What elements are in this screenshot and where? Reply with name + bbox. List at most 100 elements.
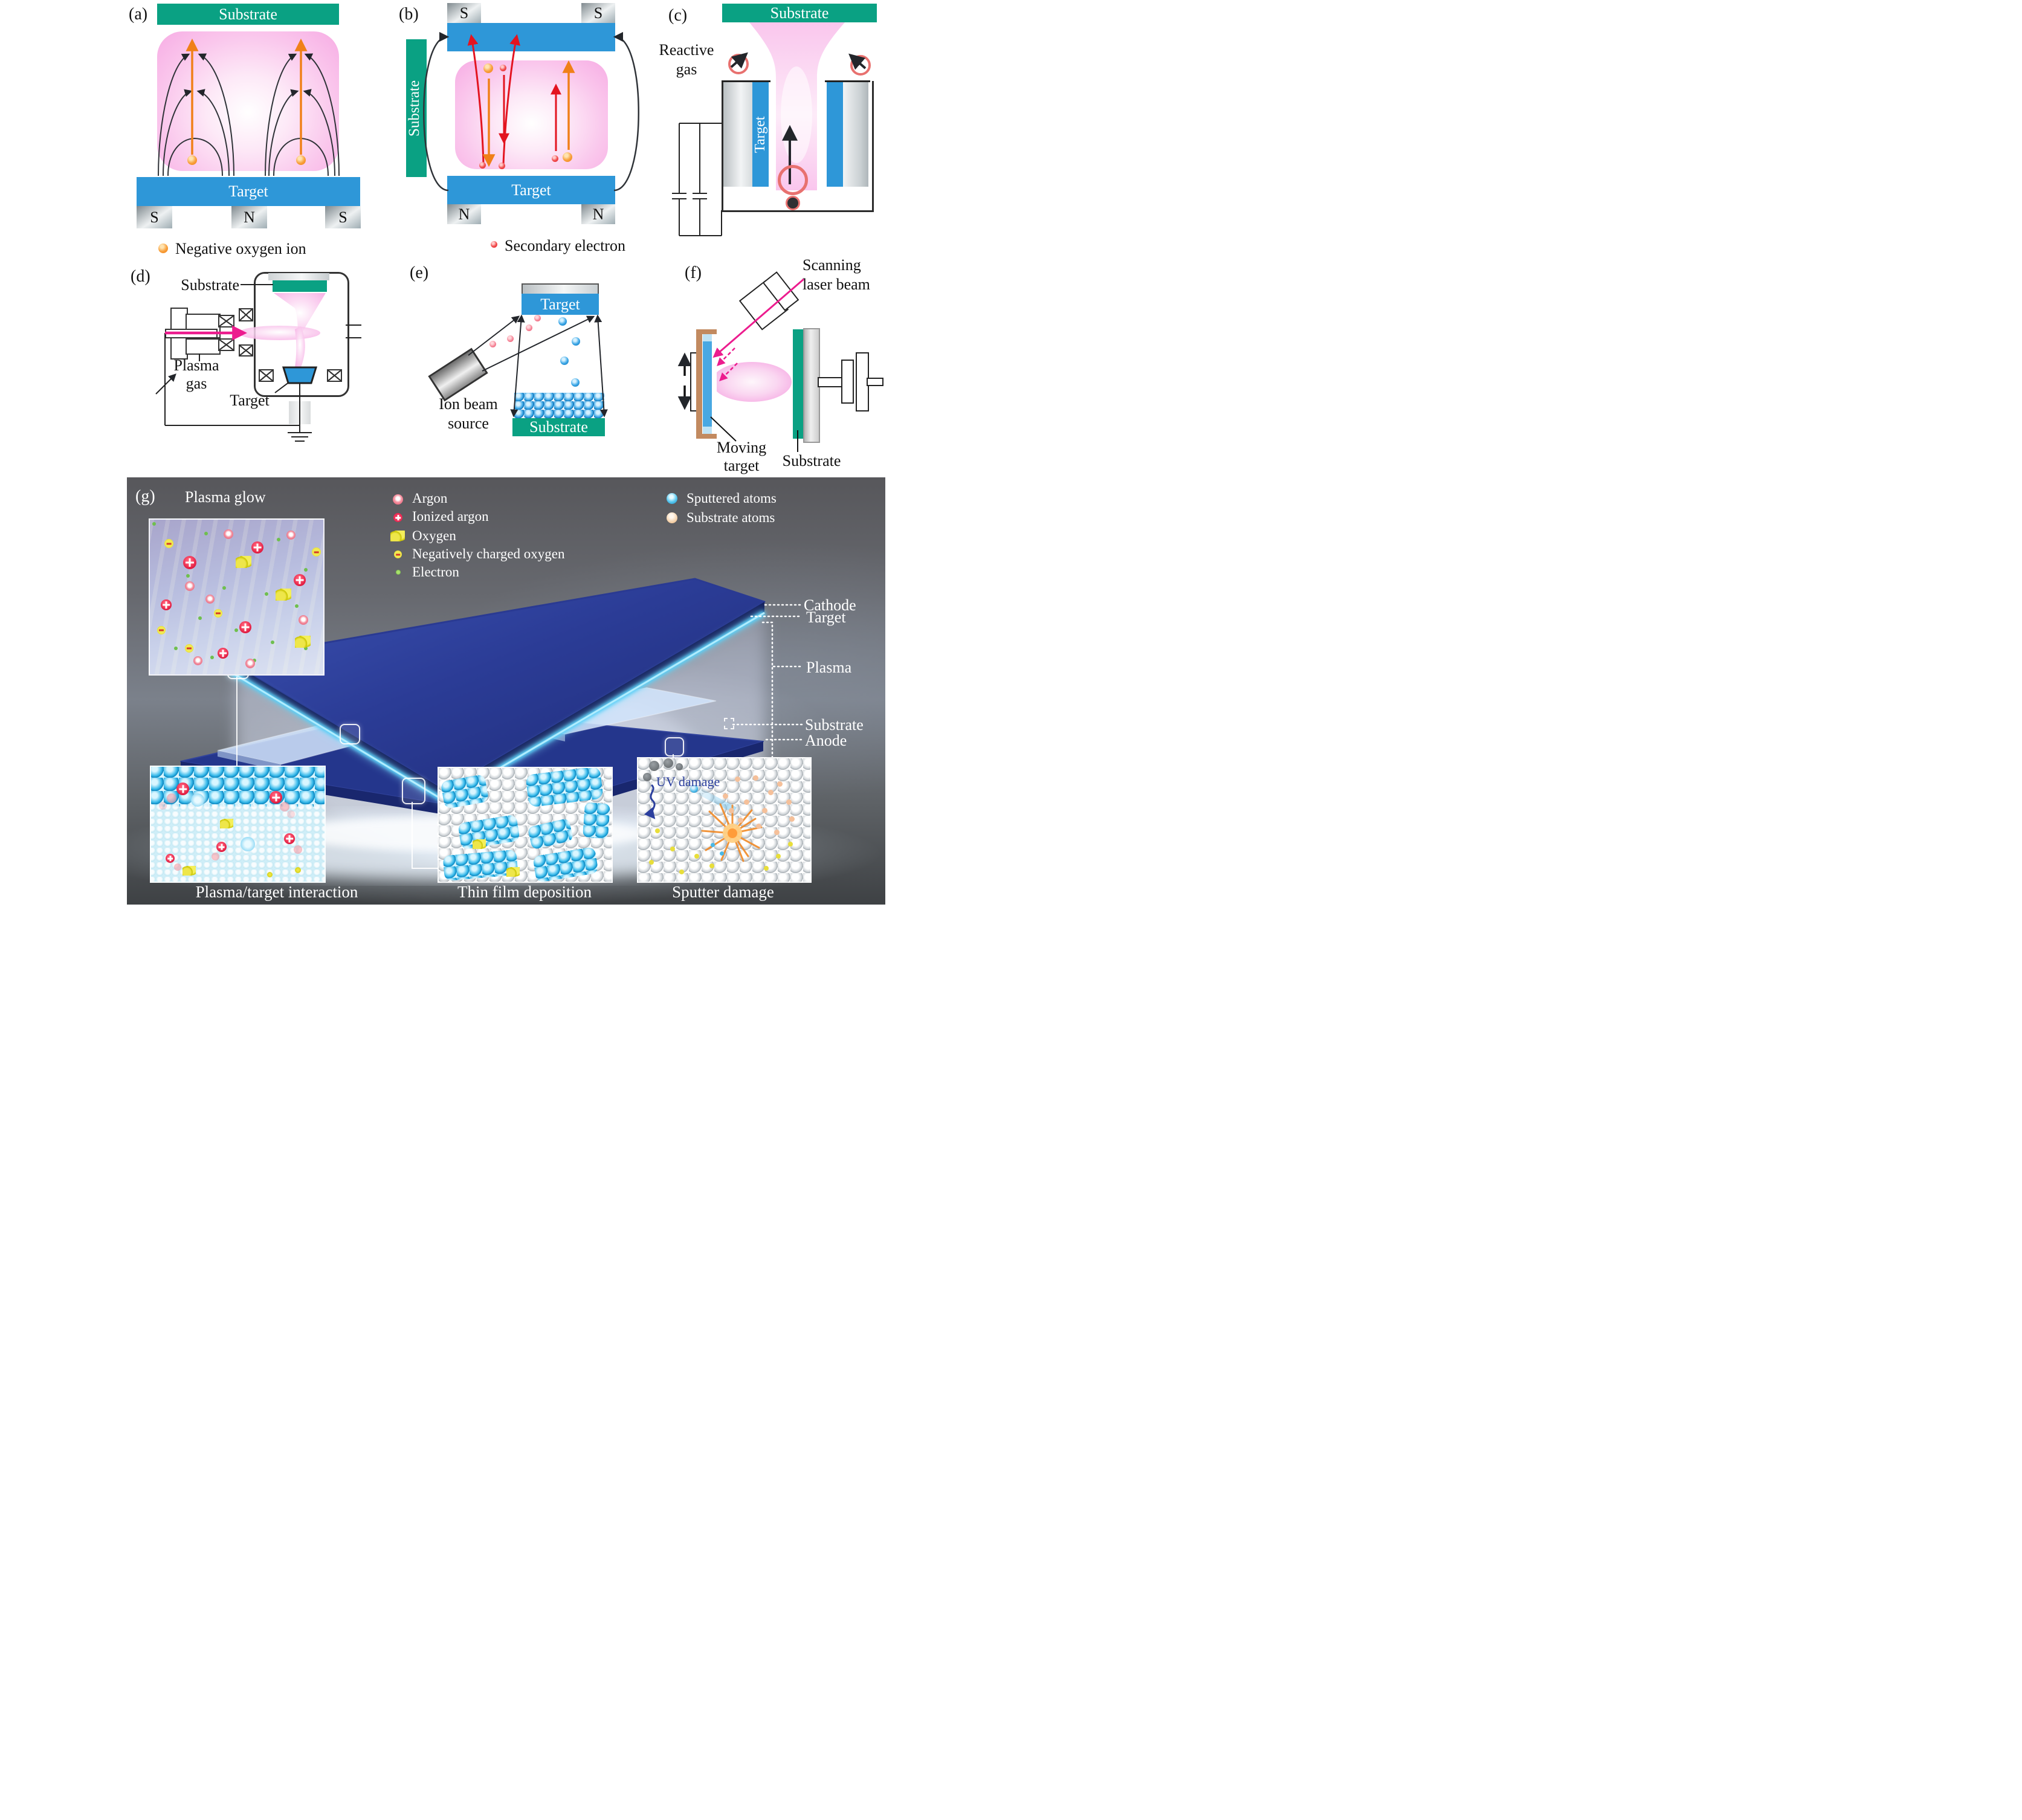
legend-secondary-electron-icon [491,241,497,248]
panel-f-mount-plate-a [841,360,854,404]
argon-particle [245,659,255,668]
film-island [532,847,599,882]
panel-c-tag: (c) [668,6,688,25]
glow-streaks [150,520,323,674]
negative-oxygen-ion-icon [563,152,572,162]
label-cathode: Cathode [804,596,856,614]
magnet-coil-icon [327,369,342,382]
panel-d-feedthrough [289,401,311,424]
panel-d-plasma-gas-label2: gas [186,375,207,392]
substrate-atoms-icon [667,512,677,523]
argon-particle [185,581,195,591]
panel-d-tag: (d) [131,267,150,286]
damaged-atom [649,761,659,771]
legend-oxygen: Oxygen [412,528,456,543]
oxygen-particle [295,636,311,648]
electron-dots [152,522,156,526]
ionized-argon-icon [393,513,402,522]
ionized-argon-particle [183,556,196,569]
plasma-target-inset [150,766,326,883]
damage-burst [701,803,763,862]
magnet-coil-icon [239,308,253,321]
sputtered-atom-icon [572,337,580,346]
panel-e-source-label: Ion beam [439,395,498,413]
panel-f-moving-target-label2: target [723,457,760,474]
negative-oxygen-particle [157,626,166,634]
magnet-coil-icon [218,338,234,351]
legend-sputtered-atoms: Sputtered atoms [686,491,777,506]
ionized-argon-particle [161,599,172,610]
substrate-edge-marker [724,718,734,729]
negative-oxygen-ion-icon [296,155,306,165]
panel-b-magnet-s-right: S [581,3,615,23]
panel-b-tag: (b) [399,5,419,24]
oxygen-particle [506,867,520,877]
film-island [583,802,610,839]
blue-spray [711,843,715,847]
film-island [525,768,604,808]
panel-b-target-bar: Target [447,176,615,204]
sputtered-atom-icon [560,357,569,365]
negative-oxygen-particle [312,547,321,557]
ionized-argon-particle [218,648,228,659]
panel-e-source-label2: source [448,415,489,432]
sputtered-atom [241,837,255,851]
impinging-ion [166,854,175,863]
connector-box-damage [665,737,684,757]
ion-icon [489,341,496,347]
panel-b-magnet-s-left: S [447,3,481,23]
connector-box-edge [340,724,360,744]
legend-substrate-atoms: Substrate atoms [686,510,775,525]
panel-e-deposited-atoms [514,393,604,418]
sputtered-atom [191,793,204,807]
panel-b-top-electrode [447,23,615,51]
panel-b-plasma-region [455,60,608,169]
panel-c-target-left: Target [752,82,769,187]
sputtered-atom-icon [558,317,567,326]
oxygen-icon [390,531,405,541]
magnet-coil-icon [218,315,234,328]
damaged-atom [643,773,651,781]
label-anode: Anode [805,732,847,749]
uv-damage-label: UV damage [656,774,720,789]
sputter-damage-inset: UV damage [637,757,812,883]
panel-a-magnet-s-left: S [137,206,172,228]
panel-f-laser-label: Scanning [803,256,861,274]
magnet-coil-icon [239,344,253,357]
label-substrate: Substrate [805,716,864,734]
negative-oxygen-ion-icon [187,155,197,165]
panel-d-substrate [273,280,327,292]
panel-f-substrate-plate [793,329,803,439]
oxygen-bit [267,872,273,877]
secondary-electron-icon [499,163,505,169]
legend-negative-oxygen-ion-icon [158,244,168,253]
film-island [457,814,520,850]
negative-oxygen-particle [214,609,222,618]
caption-thin-film: Thin film deposition [457,883,592,901]
panel-c-target-right [827,82,843,187]
ion-icon [534,315,541,321]
oxygen-particle [220,819,233,828]
panel-b-magnet-n-right: N [581,204,615,224]
panel-d-substrate-holder [268,273,329,280]
damaged-atom [676,763,683,770]
secondary-electron-icon [500,65,506,71]
panel-c-reactive-gas-label: Reactive [659,41,714,59]
panel-f-moving-target-label: Moving [716,439,767,456]
panel-d-substrate-label: Substrate [181,276,239,294]
panel-g: (g) Plasma glow [127,477,885,905]
panel-e-substrate-bar: Substrate [512,418,605,436]
oxygen-particle [276,589,291,601]
panel-c-column-left [723,82,752,187]
panel-f-target-cap-top [703,334,712,341]
legend-ionized-argon: Ionized argon [412,509,489,524]
oxygen-particle [182,866,196,876]
impinging-ion [270,791,282,804]
panel-a-tag: (a) [129,5,148,24]
argon-particle [205,595,215,604]
sputtered-atom [690,785,698,793]
ionized-argon-particle [239,621,251,633]
impinging-ion [284,833,295,844]
panel-e-tag: (e) [410,263,429,282]
panel-g-plasma-glow-title: Plasma glow [185,488,266,506]
